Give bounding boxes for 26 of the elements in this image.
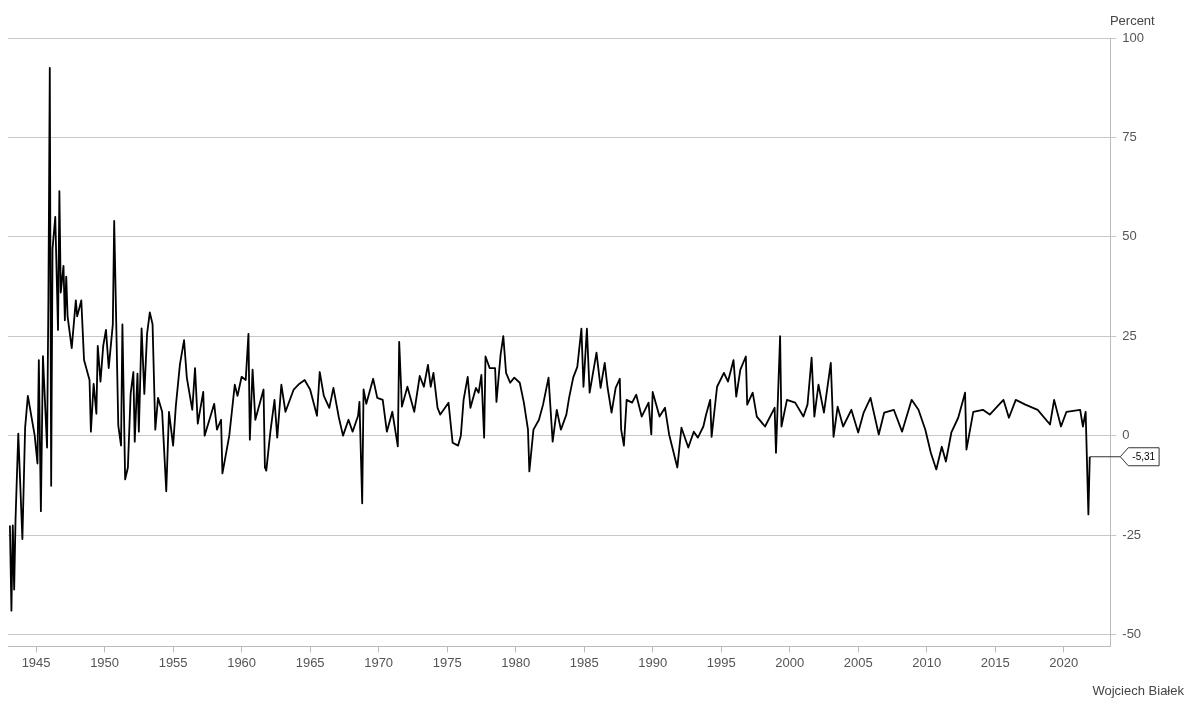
y-tick-label: 25: [1122, 327, 1137, 343]
text: Wojciech Białek: [1092, 683, 1185, 699]
x-tick-label: 2015: [980, 654, 1010, 670]
y-tick-label: 0: [1122, 427, 1130, 443]
x-tick-label: 1995: [706, 654, 736, 670]
y-tick-label: 100: [1122, 29, 1145, 45]
x-tick-label: 1975: [432, 654, 462, 670]
x-tick-label: 2000: [775, 654, 805, 670]
x-tick-label: 1955: [158, 654, 188, 670]
x-tick-label: 2020: [1049, 654, 1079, 670]
y-tick-label: -25: [1122, 526, 1142, 542]
x-tick-label: 1960: [227, 654, 257, 670]
x-tick-label: 1990: [638, 654, 668, 670]
x-tick-label: 1980: [501, 654, 531, 670]
x-tick-label: 1945: [21, 654, 51, 670]
y-tick-label: 50: [1122, 228, 1137, 244]
annotation: -5,31: [1132, 450, 1156, 462]
x-tick-label: 1985: [569, 654, 599, 670]
x-tick-label: 1965: [295, 654, 325, 670]
y-tick-label: -50: [1122, 626, 1142, 642]
x-tick-label: 1970: [364, 654, 394, 670]
x-tick-label: 2005: [843, 654, 873, 670]
y-tick-label: 75: [1122, 128, 1137, 144]
x-tick-label: 2010: [912, 654, 942, 670]
x-tick-label: 1950: [90, 654, 120, 670]
y-axis-title: Percent: [1109, 13, 1156, 29]
